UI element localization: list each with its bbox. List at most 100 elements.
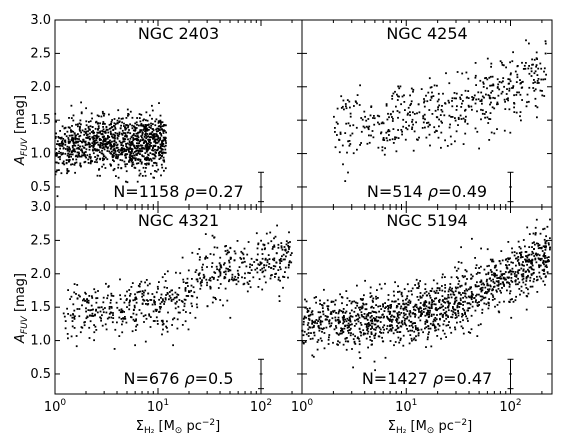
data-point: [345, 310, 348, 313]
data-point: [287, 266, 290, 269]
data-point: [65, 159, 68, 161]
data-point: [247, 271, 250, 274]
data-point: [280, 257, 282, 260]
data-point: [164, 137, 167, 139]
data-point: [106, 150, 109, 152]
data-point: [104, 167, 107, 169]
data-point: [155, 162, 158, 165]
data-point: [535, 51, 538, 54]
data-point: [422, 115, 425, 117]
data-point: [227, 268, 229, 270]
data-point: [337, 322, 340, 325]
data-point: [91, 126, 94, 128]
data-point: [434, 297, 436, 300]
data-point: [515, 111, 518, 114]
data-point: [369, 316, 372, 319]
data-point: [541, 90, 543, 92]
data-point: [403, 94, 405, 97]
data-point: [194, 316, 197, 319]
data-point: [462, 307, 464, 310]
data-point: [70, 335, 73, 338]
data-point: [307, 322, 310, 324]
data-point: [243, 260, 246, 263]
x-tick-label: 102: [250, 398, 272, 415]
data-point: [543, 270, 545, 272]
data-point: [528, 72, 531, 75]
data-point: [55, 120, 57, 123]
data-point: [422, 121, 425, 124]
data-point: [200, 284, 203, 287]
data-point: [531, 285, 534, 288]
data-point: [101, 149, 103, 152]
data-point: [405, 121, 407, 123]
data-point: [455, 314, 457, 316]
data-point: [219, 264, 222, 266]
data-point: [84, 140, 87, 143]
data-point: [464, 282, 467, 285]
data-point: [460, 118, 463, 120]
data-point: [346, 99, 349, 101]
data-point: [544, 257, 546, 259]
data-point: [159, 119, 162, 122]
data-point: [237, 276, 239, 279]
data-point: [164, 298, 167, 301]
data-point: [337, 316, 340, 319]
data-point: [112, 128, 115, 131]
data-point: [515, 275, 518, 278]
data-point: [534, 232, 537, 234]
data-point: [156, 308, 158, 311]
data-point: [106, 158, 109, 161]
data-point: [386, 315, 388, 318]
data-point: [136, 132, 139, 135]
panel-stats: N=1427 ρ=0.47: [362, 369, 492, 388]
data-point: [510, 279, 513, 282]
data-point: [110, 132, 112, 135]
data-point: [527, 269, 530, 272]
data-point: [390, 305, 392, 308]
y-tick-label: 3.0: [30, 200, 51, 215]
data-point: [120, 149, 123, 152]
panel-stats: N=1158 ρ=0.27: [113, 182, 243, 201]
data-point: [243, 247, 246, 250]
data-point: [471, 275, 474, 278]
data-point: [304, 341, 307, 343]
data-point: [506, 88, 508, 90]
data-point: [483, 302, 486, 305]
data-point: [437, 106, 439, 109]
data-point: [388, 313, 391, 315]
data-point: [102, 121, 105, 123]
data-point: [152, 147, 154, 150]
data-point: [349, 115, 352, 118]
x-tick-label: 101: [395, 398, 417, 415]
data-point: [121, 147, 123, 149]
data-point: [468, 296, 471, 299]
data-point: [96, 149, 99, 152]
data-point: [94, 139, 96, 142]
data-point: [416, 296, 419, 298]
data-point: [100, 317, 102, 320]
data-point: [450, 331, 453, 334]
data-point: [434, 291, 437, 294]
data-point: [91, 312, 94, 315]
data-point: [437, 292, 440, 294]
data-point: [71, 125, 73, 127]
data-point: [526, 263, 528, 266]
data-point: [431, 299, 433, 302]
data-point: [399, 307, 402, 310]
data-point: [103, 148, 106, 151]
data-point: [326, 315, 328, 318]
data-point: [391, 116, 393, 118]
data-point: [347, 329, 349, 332]
data-point: [316, 348, 319, 351]
data-point: [328, 322, 331, 325]
data-point: [66, 130, 69, 133]
data-point: [341, 329, 344, 332]
data-point: [87, 136, 89, 139]
data-point: [422, 117, 425, 120]
data-point: [115, 147, 118, 149]
data-point: [496, 103, 499, 105]
data-point: [501, 90, 504, 93]
data-point: [125, 134, 128, 137]
data-point: [545, 275, 547, 278]
data-point: [496, 284, 499, 287]
